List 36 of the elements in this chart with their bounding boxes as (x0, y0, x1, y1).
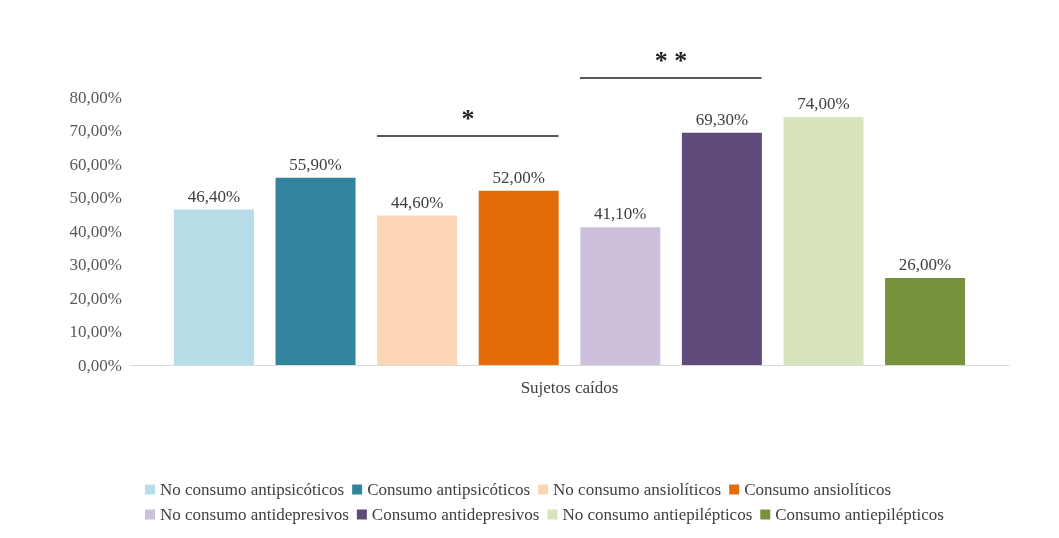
data-label: 41,10% (594, 204, 647, 224)
data-label: 26,00% (898, 254, 952, 274)
legend-label: No consumo ansiolíticos (553, 480, 722, 499)
y-tick-label: 40,00% (69, 221, 122, 241)
legend-label: Consumo antidepresivos (371, 505, 540, 524)
y-tick-label: 60,00% (69, 154, 122, 174)
bar (885, 277, 966, 365)
data-label: 55,90% (289, 154, 342, 174)
y-tick-label: 70,00% (69, 121, 122, 140)
legend-label: Consumo antipsicóticos (367, 480, 531, 499)
data-label: 69,30% (695, 109, 749, 129)
legend-label: No consumo antiepilépticos (562, 505, 753, 524)
text: * * (654, 45, 688, 75)
bar (275, 177, 356, 365)
legend-label: Consumo ansiolíticos (744, 480, 892, 499)
bar (173, 209, 254, 365)
y-tick-label: 20,00% (69, 288, 122, 308)
bar (377, 215, 458, 365)
y-tick-label: 0,00% (78, 355, 122, 375)
y-tick-label: 10,00% (69, 322, 122, 341)
bar (783, 117, 864, 365)
y-tick-label: 30,00% (69, 255, 122, 274)
bar (580, 227, 661, 365)
x-tick-label: Sujetos caídos (520, 378, 619, 397)
data-label: 52,00% (492, 167, 545, 187)
legend-label: Consumo antiepilépticos (775, 505, 944, 524)
y-tick-label: 80,00% (69, 87, 122, 107)
legend-label: No consumo antipsicóticos (160, 480, 345, 499)
data-label: 44,60% (390, 192, 444, 212)
bar (478, 190, 559, 365)
bar (681, 132, 762, 365)
annotation: * (461, 103, 475, 133)
y-tick-label: 50,00% (69, 188, 122, 207)
data-label: 46,40% (187, 186, 241, 206)
data-label: 74,00% (797, 94, 850, 114)
legend-label: No consumo antidepresivos (160, 505, 349, 524)
